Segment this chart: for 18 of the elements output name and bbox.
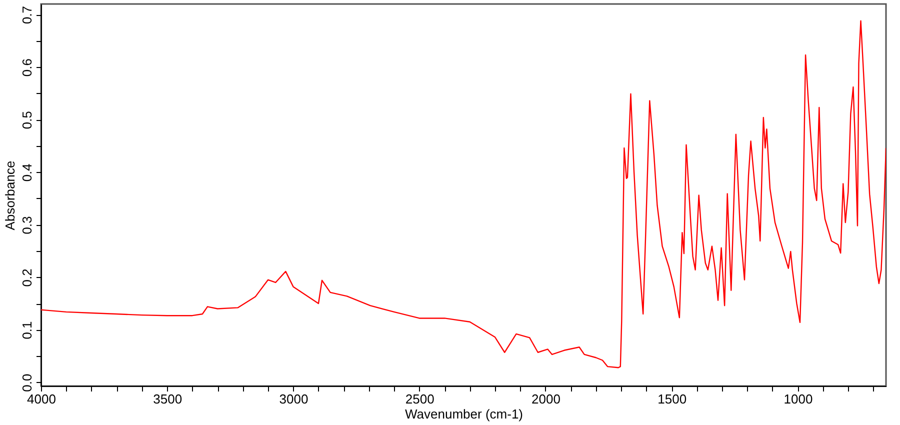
y-tick-label: 0.4 <box>20 164 34 182</box>
y-tick-label: 0.5 <box>20 111 34 130</box>
y-tick-label: 0.7 <box>20 6 34 24</box>
x-tick-label: 4000 <box>27 392 56 406</box>
y-tick-label: 0.6 <box>20 58 34 77</box>
x-tick-label: 2500 <box>405 392 434 406</box>
x-tick-label: 3000 <box>279 392 308 406</box>
y-axis-title: Absorbance <box>2 160 18 230</box>
x-tick-label: 1500 <box>658 392 687 406</box>
y-tick-label: 0.1 <box>20 321 34 340</box>
y-tick-label: 0.2 <box>20 268 34 287</box>
x-axis-title: Wavenumber (cm-1) <box>405 406 523 422</box>
x-tick-label: 2000 <box>532 392 560 406</box>
line-series <box>41 20 886 368</box>
x-tick-label: 3500 <box>153 392 182 406</box>
x-tick-label: 1000 <box>784 392 813 406</box>
y-tick-label: 0.0 <box>20 374 34 392</box>
y-tick-label: 0.3 <box>20 216 34 234</box>
